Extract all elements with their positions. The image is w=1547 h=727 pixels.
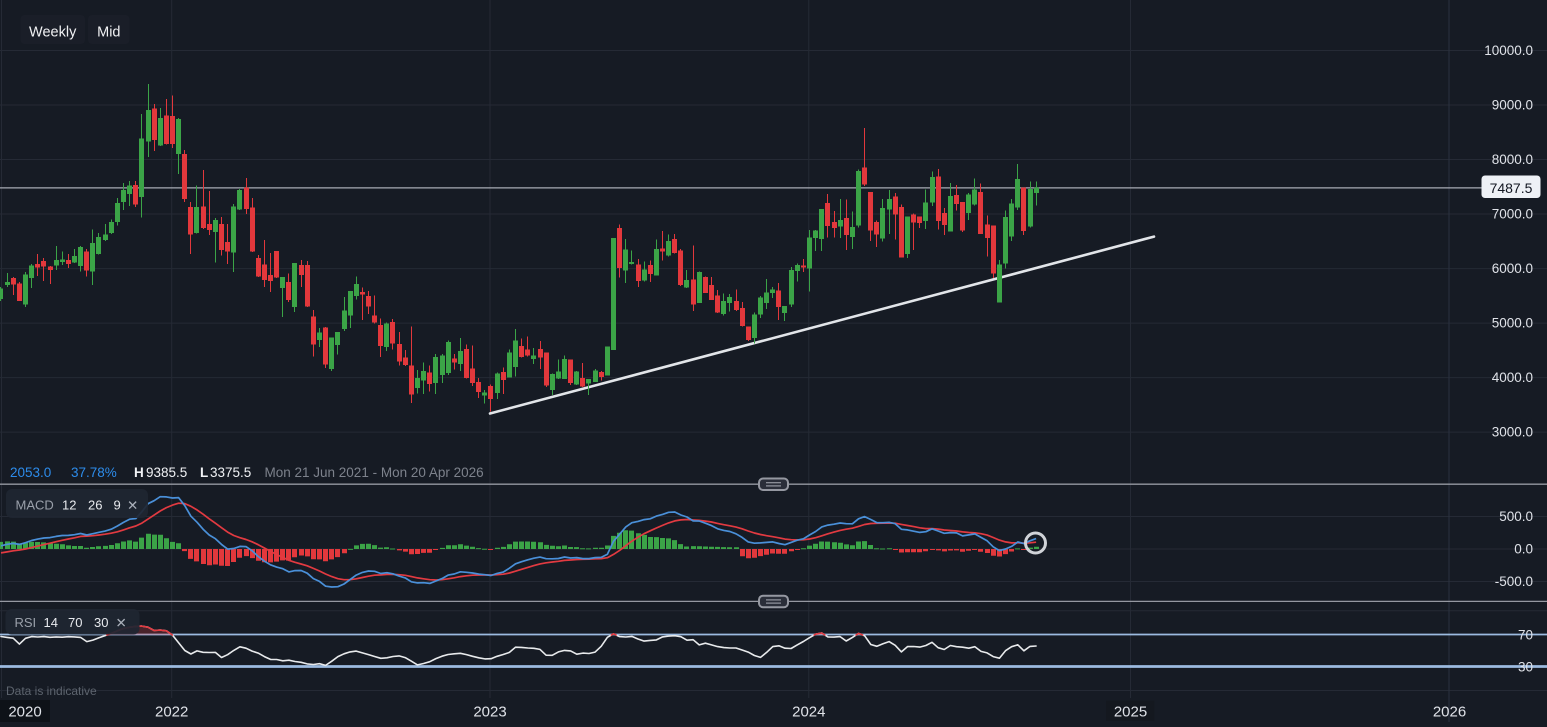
svg-text:2022: 2022 <box>155 704 188 721</box>
svg-text:2025: 2025 <box>1114 704 1147 721</box>
svg-text:4000.0: 4000.0 <box>1492 370 1533 385</box>
svg-text:3000.0: 3000.0 <box>1492 425 1533 440</box>
svg-text:2024: 2024 <box>792 704 825 721</box>
svg-text:Mid: Mid <box>97 25 120 41</box>
svg-text:Weekly: Weekly <box>29 25 77 41</box>
svg-text:✕: ✕ <box>116 616 127 631</box>
svg-text:9385.5: 9385.5 <box>146 465 187 480</box>
svg-text:-500.0: -500.0 <box>1495 574 1533 589</box>
svg-text:RSI: RSI <box>15 615 37 630</box>
svg-text:7487.5: 7487.5 <box>1490 180 1533 196</box>
svg-text:5000.0: 5000.0 <box>1492 316 1533 331</box>
svg-text:2026: 2026 <box>1433 704 1466 721</box>
svg-text:7000.0: 7000.0 <box>1492 207 1533 222</box>
svg-text:Data is indicative: Data is indicative <box>6 684 97 698</box>
svg-text:H: H <box>134 465 144 480</box>
svg-text:2053.0: 2053.0 <box>10 465 51 480</box>
svg-text:6000.0: 6000.0 <box>1492 261 1533 276</box>
svg-text:L: L <box>200 465 208 480</box>
svg-text:70: 70 <box>68 615 82 630</box>
svg-text:2020: 2020 <box>8 704 41 721</box>
svg-text:30: 30 <box>94 615 108 630</box>
svg-text:10000.0: 10000.0 <box>1484 43 1533 58</box>
svg-text:MACD: MACD <box>16 498 54 513</box>
svg-text:12: 12 <box>62 498 76 513</box>
svg-text:70: 70 <box>1518 628 1533 643</box>
svg-text:37.78%: 37.78% <box>71 465 117 480</box>
svg-text:Mon 21 Jun 2021 - Mon 20 Apr 2: Mon 21 Jun 2021 - Mon 20 Apr 2026 <box>265 465 484 480</box>
svg-text:2023: 2023 <box>473 704 506 721</box>
svg-text:3375.5: 3375.5 <box>210 465 251 480</box>
svg-text:0.0: 0.0 <box>1514 542 1533 557</box>
svg-text:26: 26 <box>88 498 102 513</box>
svg-text:9: 9 <box>114 498 121 513</box>
svg-text:8000.0: 8000.0 <box>1492 152 1533 167</box>
svg-text:14: 14 <box>44 615 58 630</box>
svg-text:30: 30 <box>1518 659 1533 674</box>
svg-text:9000.0: 9000.0 <box>1492 98 1533 113</box>
svg-text:500.0: 500.0 <box>1499 509 1533 524</box>
svg-text:✕: ✕ <box>127 498 138 513</box>
